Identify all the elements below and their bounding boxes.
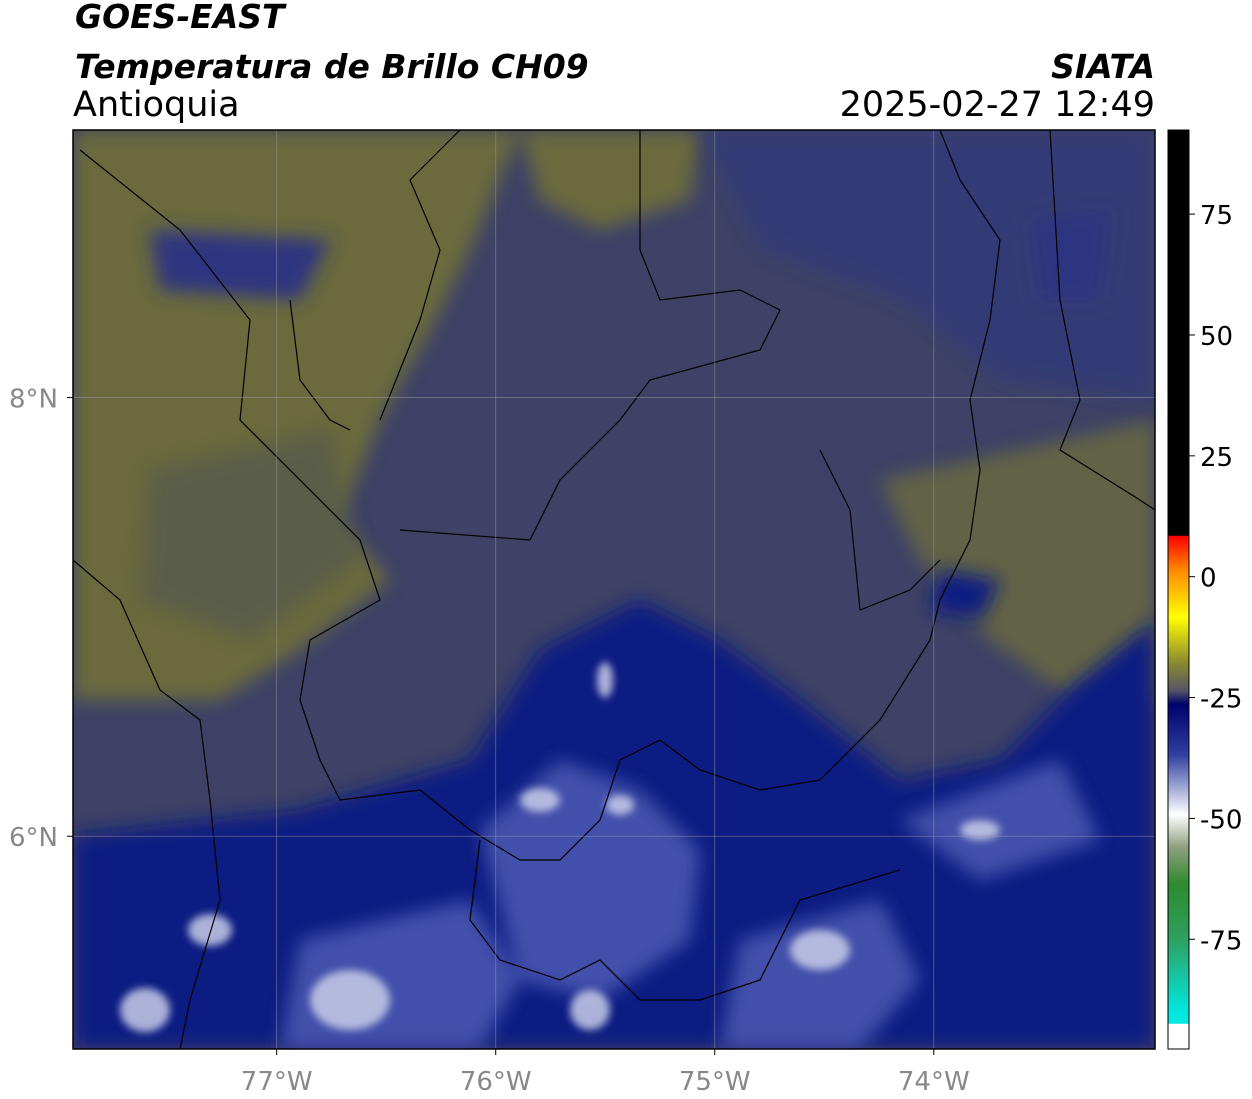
colorbar [1167, 129, 1190, 1050]
x-tick-label: 74°W [898, 1067, 970, 1097]
colorbar-tick-label: -75 [1200, 926, 1242, 956]
product-title: Temperatura de Brillo CH09 [75, 47, 589, 86]
graticule [73, 130, 1155, 1049]
satellite-image [73, 130, 1155, 1049]
x-tick-label: 77°W [241, 1067, 313, 1097]
colorbar-tick-label: -50 [1200, 805, 1242, 835]
map-frame [72, 129, 1156, 1050]
region: Antioquia [73, 85, 240, 125]
y-tick-label: 6°N [9, 823, 58, 853]
borders [73, 130, 1155, 1049]
colorbar-tick-label: 25 [1200, 443, 1233, 473]
y-tick-label: 8°N [9, 385, 58, 415]
x-tick-label: 76°W [460, 1067, 532, 1097]
x-tick-label: 75°W [679, 1067, 751, 1097]
colorbar-tick-label: 75 [1200, 201, 1233, 231]
colorbar-tick-label: -25 [1200, 685, 1242, 715]
datetime: 2025-02-27 12:49 [840, 85, 1155, 125]
satellite-title: GOES-EAST [75, 0, 287, 36]
colorbar-tick-label: 50 [1200, 322, 1233, 352]
colorbar-tick-label: 0 [1200, 564, 1217, 594]
agency: SIATA [1051, 47, 1155, 86]
